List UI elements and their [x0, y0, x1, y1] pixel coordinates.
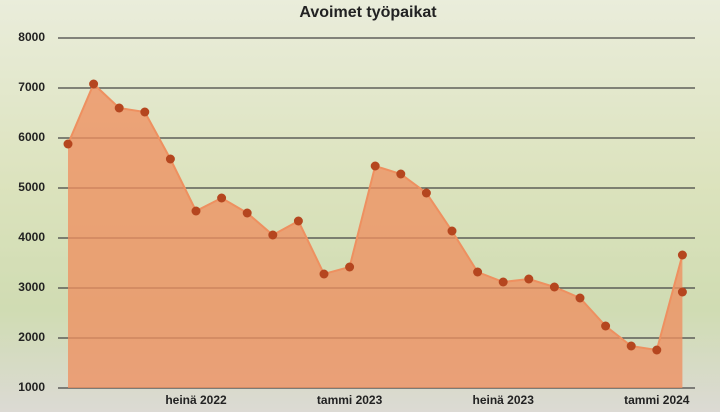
- y-tick-label: 7000: [18, 80, 45, 94]
- point: [448, 227, 457, 236]
- point: [166, 155, 175, 164]
- point: [678, 288, 687, 297]
- point: [601, 322, 610, 331]
- point: [217, 194, 226, 203]
- point: [268, 231, 277, 240]
- y-tick-label: 4000: [18, 230, 45, 244]
- y-tick-label: 1000: [18, 380, 45, 394]
- point: [140, 108, 149, 117]
- point: [576, 294, 585, 303]
- point: [320, 270, 329, 279]
- y-tick-label: 3000: [18, 280, 45, 294]
- point: [422, 189, 431, 198]
- point: [294, 217, 303, 226]
- point: [524, 275, 533, 284]
- y-tick-label: 6000: [18, 130, 45, 144]
- point: [627, 342, 636, 351]
- point: [89, 80, 98, 89]
- chart-title: Avoimet työpaikat: [299, 4, 437, 21]
- point: [550, 283, 559, 292]
- x-tick-label: heinä 2022: [165, 393, 227, 407]
- x-tick-label: tammi 2024: [624, 393, 690, 407]
- point: [64, 140, 73, 149]
- chart: Avoimet työpaikat 1000 2000 3000 4000 5000 60…: [0, 0, 720, 412]
- y-tick-label: 2000: [18, 330, 45, 344]
- point: [652, 346, 661, 355]
- point: [499, 278, 508, 287]
- point: [243, 209, 252, 218]
- point: [678, 251, 687, 260]
- point: [371, 162, 380, 171]
- y-tick-label: 5000: [18, 180, 45, 194]
- x-tick-label: heinä 2023: [473, 393, 535, 407]
- point: [192, 207, 201, 216]
- y-tick-label: 8000: [18, 30, 45, 44]
- x-tick-label: tammi 2023: [317, 393, 383, 407]
- point: [396, 170, 405, 179]
- point: [473, 268, 482, 277]
- point: [115, 104, 124, 113]
- page: Avoimet työpaikat 1000 2000 3000 4000 5000 60…: [0, 0, 720, 412]
- point: [345, 263, 354, 272]
